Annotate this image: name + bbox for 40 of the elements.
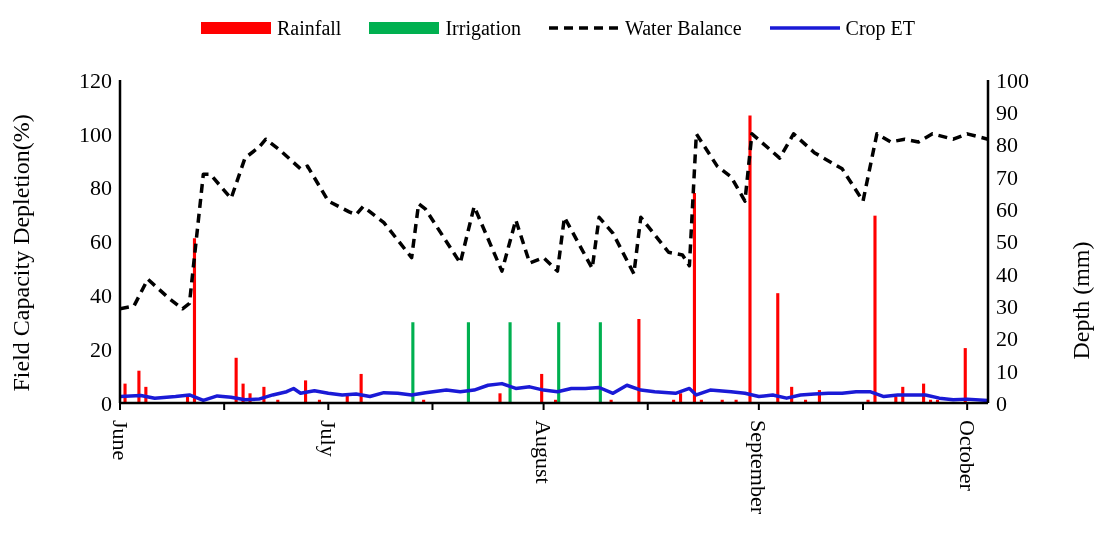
legend-label: Crop ET <box>845 16 916 40</box>
y2-tick-label: 80 <box>996 132 1018 158</box>
y2-tick-label: 70 <box>996 164 1018 190</box>
y2-tick-label: 60 <box>996 197 1018 223</box>
y-tick-label: 0 <box>101 390 112 416</box>
y-tick-label: 120 <box>79 67 112 93</box>
bar <box>466 322 470 403</box>
y2-axis-title: Depth (mm) <box>1067 241 1094 360</box>
y2-tick-label: 10 <box>996 358 1018 384</box>
legend-label: Irrigation <box>445 16 521 40</box>
y2-tick-label: 0 <box>996 390 1007 416</box>
bar <box>748 115 752 403</box>
y-tick-label: 100 <box>79 121 112 147</box>
y-tick-label: 40 <box>90 283 112 309</box>
bar <box>776 293 780 403</box>
y2-tick-label: 90 <box>996 100 1018 126</box>
legend-label: Water Balance <box>624 16 742 40</box>
x-tick-label: October <box>954 420 980 492</box>
x-tick-label: July <box>315 420 341 457</box>
bar <box>411 322 415 403</box>
bar <box>498 393 502 403</box>
y-axis-title: Field Capacity Depletion(%) <box>7 114 34 392</box>
y2-tick-label: 100 <box>996 67 1029 93</box>
y2-tick-label: 50 <box>996 229 1018 255</box>
y2-tick-label: 20 <box>996 326 1018 352</box>
x-tick-label: August <box>531 420 557 484</box>
bar <box>873 215 877 403</box>
legend-label: Rainfall <box>276 16 342 40</box>
y-tick-label: 60 <box>90 229 112 255</box>
x-tick-label: September <box>746 420 772 515</box>
y-tick-label: 20 <box>90 336 112 362</box>
bar <box>598 322 602 403</box>
bar <box>637 319 641 403</box>
y2-tick-label: 40 <box>996 261 1018 287</box>
y2-tick-label: 30 <box>996 293 1018 319</box>
y-tick-label: 80 <box>90 175 112 201</box>
bar <box>557 322 561 403</box>
bar <box>508 322 512 403</box>
bar <box>692 193 696 403</box>
x-tick-label: June <box>107 420 133 461</box>
